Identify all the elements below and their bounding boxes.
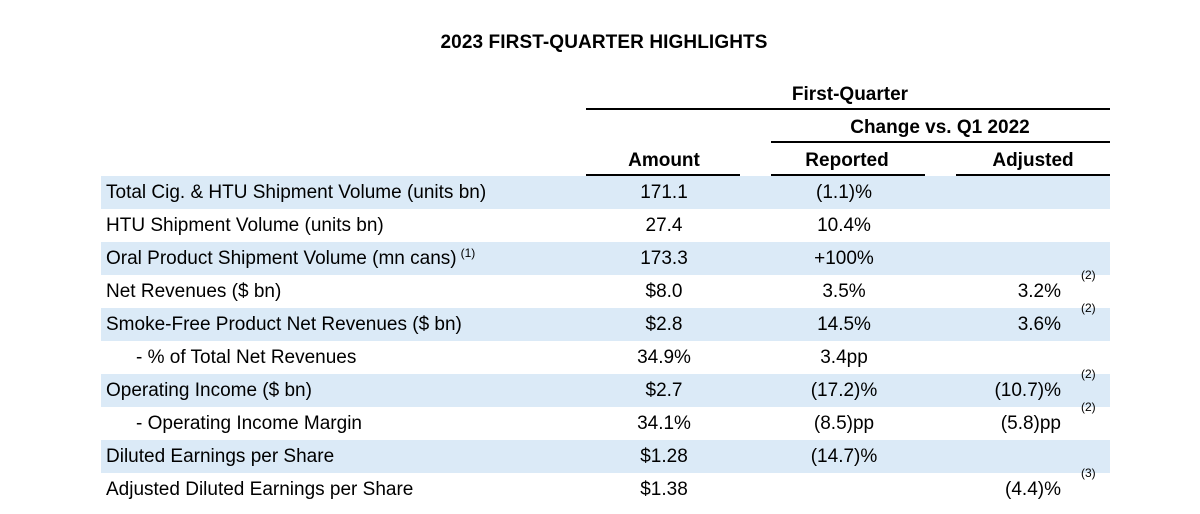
header-first-quarter: First-Quarter	[791, 84, 909, 105]
header-amount: Amount	[628, 150, 700, 171]
row-label: Oral Product Shipment Volume (mn cans) (1…	[106, 242, 475, 275]
row-label-text: Operating Income ($ bn)	[106, 380, 312, 401]
row-reported: (8.5)pp	[813, 413, 875, 434]
row-label: Diluted Earnings per Share	[106, 440, 334, 473]
footnote-marker: (2)	[1081, 301, 1096, 315]
row-amount: 171.1	[640, 182, 688, 203]
table-row: Diluted Earnings per Share $1.28 (14.7)%	[101, 440, 1110, 473]
footnote-marker: (2)	[1081, 367, 1096, 381]
row-reported: 3.5%	[822, 281, 866, 302]
footnote-marker: (3)	[1081, 466, 1096, 480]
footnote-marker: (2)	[1081, 400, 1096, 414]
header-rule-adjusted	[956, 174, 1110, 176]
header-rule-top	[586, 108, 1110, 110]
row-adjusted: 3.6%	[1017, 314, 1061, 335]
row-label-text: Smoke-Free Product Net Revenues ($ bn)	[106, 314, 462, 335]
row-reported: 10.4%	[817, 215, 871, 236]
row-label: Operating Income ($ bn)	[106, 374, 312, 407]
row-label: Adjusted Diluted Earnings per Share	[106, 473, 413, 506]
header-rule-reported	[771, 174, 925, 176]
row-label-text: - % of Total Net Revenues	[136, 347, 357, 368]
table-row: Adjusted Diluted Earnings per Share $1.3…	[101, 466, 1110, 506]
table-row: - Operating Income Margin 34.1% (8.5)pp …	[101, 400, 1110, 440]
row-adjusted: 3.2%	[1017, 281, 1061, 302]
row-label-text: Oral Product Shipment Volume (mn cans)	[106, 248, 457, 269]
row-label: HTU Shipment Volume (units bn)	[106, 209, 384, 242]
row-amount: 173.3	[640, 248, 688, 269]
table-row: Operating Income ($ bn) $2.7 (17.2)% (10…	[101, 367, 1110, 407]
row-reported: 14.5%	[817, 314, 871, 335]
footnote-marker: (2)	[1081, 268, 1096, 282]
header-reported: Reported	[805, 150, 889, 171]
row-label-text: Adjusted Diluted Earnings per Share	[106, 479, 414, 500]
table-row: Oral Product Shipment Volume (mn cans) (1…	[101, 242, 1110, 275]
row-reported: (17.2)%	[810, 380, 878, 401]
row-label: Smoke-Free Product Net Revenues ($ bn)	[106, 308, 462, 341]
table-row: Total Cig. & HTU Shipment Volume (units …	[101, 176, 1110, 209]
row-reported: 3.4pp	[820, 347, 868, 368]
page-title: 2023 FIRST-QUARTER HIGHLIGHTS	[440, 32, 768, 53]
row-reported: (14.7)%	[810, 446, 878, 467]
row-reported: +100%	[814, 248, 874, 269]
table-row: Net Revenues ($ bn) $8.0 3.5% 3.2% (2)	[101, 268, 1110, 308]
row-adjusted: (4.4)%	[1005, 479, 1061, 500]
row-label: Total Cig. & HTU Shipment Volume (units …	[106, 176, 486, 209]
row-amount: $2.7	[645, 380, 683, 401]
header-adjusted: Adjusted	[992, 150, 1074, 171]
row-label-text: HTU Shipment Volume (units bn)	[106, 215, 384, 236]
row-label-text: Diluted Earnings per Share	[106, 446, 335, 467]
row-label-text: Net Revenues ($ bn)	[106, 281, 282, 302]
row-amount: 34.1%	[637, 413, 691, 434]
row-amount: $8.0	[645, 281, 683, 302]
row-label: - % of Total Net Revenues	[136, 341, 356, 374]
row-amount: 27.4	[645, 215, 683, 236]
row-label: - Operating Income Margin	[136, 407, 362, 440]
row-amount: $1.38	[640, 479, 688, 500]
row-label-text: - Operating Income Margin	[136, 413, 362, 434]
table-row: Smoke-Free Product Net Revenues ($ bn) $…	[101, 301, 1110, 341]
row-adjusted: (5.8)pp	[1000, 413, 1061, 434]
row-amount: $1.28	[640, 446, 688, 467]
row-amount: $2.8	[645, 314, 683, 335]
row-label-text: Total Cig. & HTU Shipment Volume (units …	[106, 182, 487, 203]
row-label: Net Revenues ($ bn)	[106, 275, 281, 308]
row-adjusted: (10.7)%	[994, 380, 1061, 401]
header-change-vs-q1-2022: Change vs. Q1 2022	[850, 117, 1030, 138]
table-row: - % of Total Net Revenues 34.9% 3.4pp	[101, 341, 1110, 374]
header-rule-amount	[586, 174, 740, 176]
row-reported: (1.1)%	[816, 182, 872, 203]
footnote-marker: (1)	[460, 246, 476, 260]
header-rule-change	[771, 141, 1110, 143]
table-row: HTU Shipment Volume (units bn) 27.4 10.4…	[101, 209, 1110, 242]
row-amount: 34.9%	[637, 347, 691, 368]
